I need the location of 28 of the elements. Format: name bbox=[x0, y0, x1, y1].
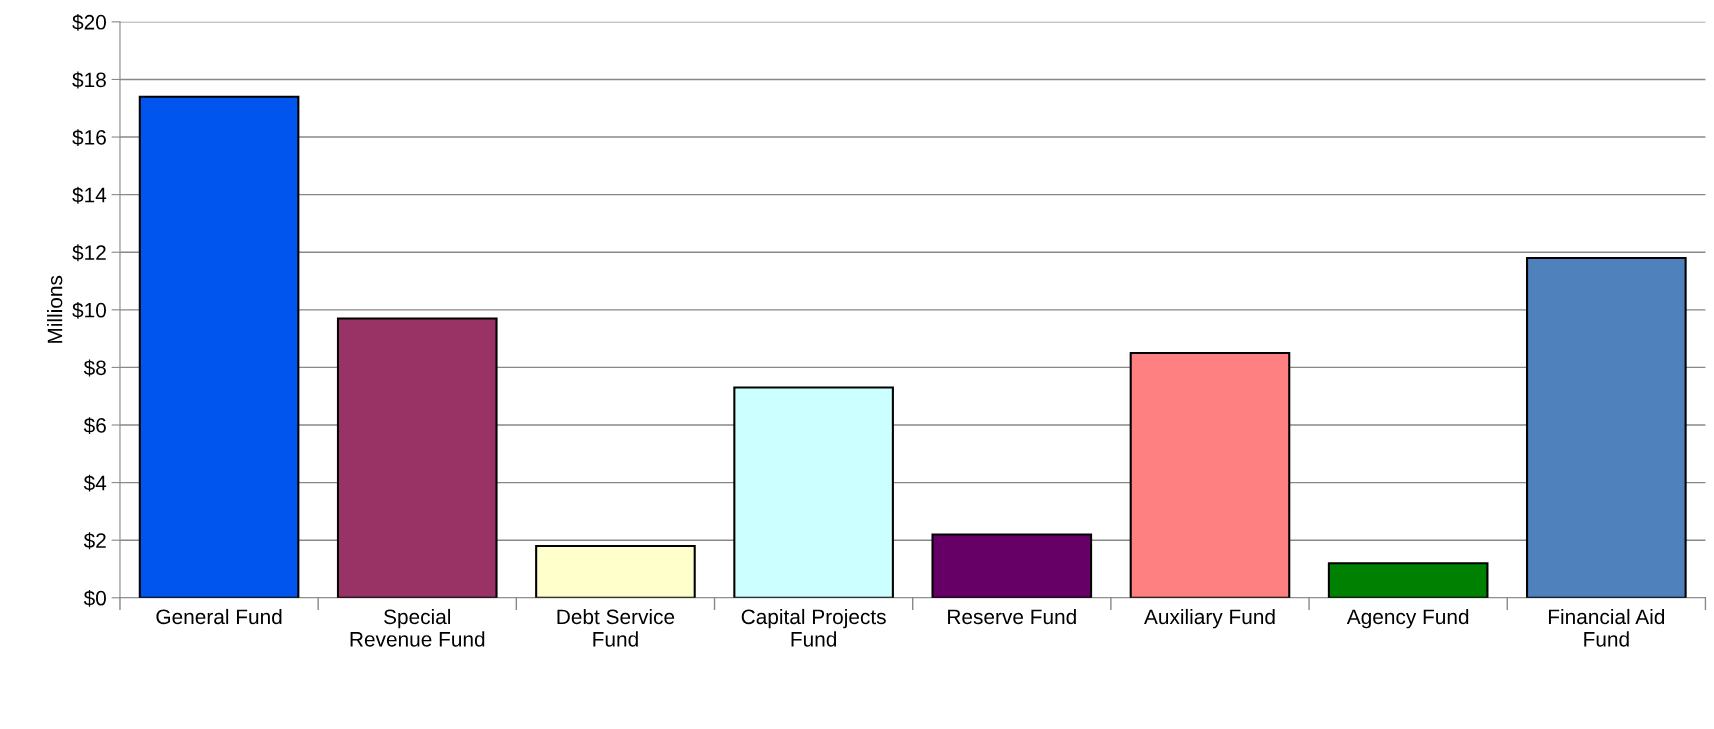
bar bbox=[535, 544, 696, 598]
x-tick-label: Debt Service Fund bbox=[557, 608, 675, 647]
y-tick-label: $6 bbox=[83, 417, 106, 434]
y-tick-label: $12 bbox=[72, 244, 106, 262]
x-tick-label: Capital Projects Fund bbox=[741, 608, 886, 647]
y-axis-title: Millions bbox=[47, 275, 63, 343]
bar bbox=[336, 317, 498, 598]
y-tick-label: $4 bbox=[83, 474, 107, 492]
y-tick-label: $10 bbox=[72, 301, 106, 319]
y-tick-label: $16 bbox=[72, 129, 106, 147]
x-tick-label: General Fund bbox=[156, 608, 282, 625]
bar bbox=[733, 386, 894, 598]
y-tick-label: $20 bbox=[72, 14, 106, 31]
y-tick-label: $18 bbox=[72, 71, 106, 89]
bar bbox=[1526, 256, 1687, 598]
y-tick-label: $14 bbox=[72, 186, 107, 204]
x-tick-label: Auxiliary Fund bbox=[1144, 608, 1275, 629]
bar bbox=[1129, 351, 1291, 598]
y-tick-label: $2 bbox=[83, 532, 106, 550]
bar bbox=[1327, 562, 1489, 598]
x-tick-label: Financial Aid Fund bbox=[1548, 608, 1665, 647]
x-tick-label: Reserve Fund bbox=[948, 608, 1076, 625]
bar bbox=[931, 533, 1093, 598]
y-tick-label: $0 bbox=[83, 589, 106, 607]
bar bbox=[138, 95, 300, 598]
x-tick-label: Special Revenue Fund bbox=[350, 608, 485, 647]
y-tick-label: $8 bbox=[83, 359, 106, 377]
x-tick-label: Agency Fund bbox=[1346, 608, 1469, 629]
